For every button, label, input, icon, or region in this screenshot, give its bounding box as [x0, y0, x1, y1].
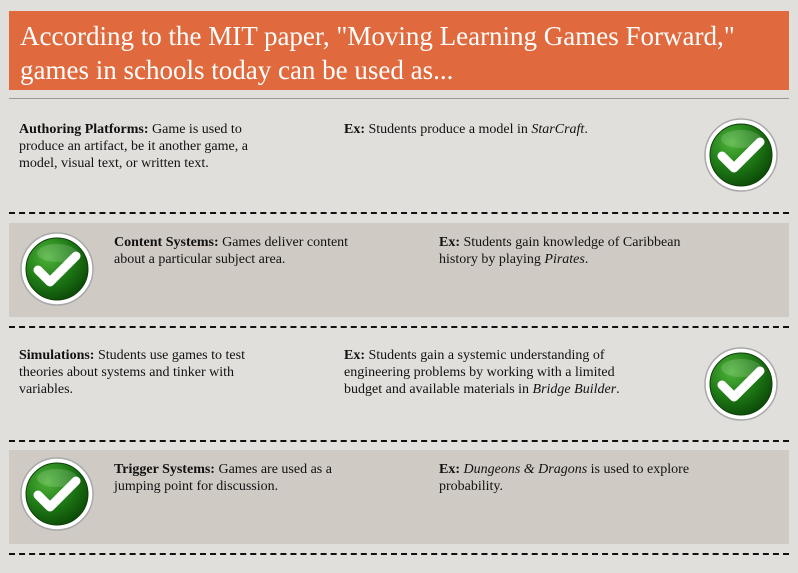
row-example: Ex: Students gain a systemic understandi… [344, 347, 624, 398]
row-text: Students use games to test theories abou… [19, 348, 245, 397]
checkmark-icon [19, 231, 95, 307]
example-label: Ex: [439, 462, 460, 477]
row-description: Trigger Systems: Games are used as a jum… [114, 461, 374, 495]
row-example: Ex: Students produce a model in StarCraf… [344, 121, 624, 138]
example-label: Ex: [439, 235, 460, 250]
dashed-divider [9, 326, 789, 328]
example-title: Pirates [544, 252, 585, 267]
header-divider [9, 98, 789, 99]
row-example: Ex: Students gain knowledge of Caribbean… [439, 234, 714, 268]
row-content-systems [9, 223, 789, 317]
row-term: Simulations: [19, 348, 95, 363]
example-end: . [584, 252, 589, 267]
example-label: Ex: [344, 122, 365, 137]
row-description: Content Systems: Games deliver content a… [114, 234, 374, 268]
row-text: Games are used as a jumping point for di… [114, 462, 332, 494]
row-term: Authoring Platforms: [19, 122, 149, 137]
row-trigger-systems [9, 450, 789, 544]
row-term: Content Systems: [114, 235, 219, 250]
checkmark-icon [703, 346, 779, 422]
example-end: . [616, 382, 620, 397]
example-text: Students gain knowledge of Caribbean his… [439, 235, 681, 267]
row-description: Simulations: Students use games to test … [19, 347, 277, 398]
example-label: Ex: [344, 348, 365, 363]
row-text: Game is used to produce an artifact, be … [19, 122, 248, 171]
dashed-divider [9, 553, 789, 555]
row-text: Games deliver content about a particular… [114, 235, 349, 267]
row-example: Ex: Dungeons & Dragons is used to explor… [439, 461, 729, 495]
title-line-2: games in schools today can be used as... [20, 55, 454, 85]
checkmark-icon [19, 456, 95, 532]
checkmark-icon [703, 117, 779, 193]
dashed-divider [9, 440, 789, 442]
example-title: Bridge Builder [532, 382, 617, 397]
example-title: Dungeons & Dragons [463, 462, 588, 477]
example-text: Students produce a model in [365, 122, 532, 137]
row-term: Trigger Systems: [114, 462, 215, 477]
dashed-divider [9, 212, 789, 214]
title-line-1: According to the MIT paper, "Moving Lear… [20, 21, 735, 51]
page-title: According to the MIT paper, "Moving Lear… [9, 11, 789, 90]
row-description: Authoring Platforms: Game is used to pro… [19, 121, 269, 172]
example-end: is used to explore probability. [439, 462, 690, 494]
example-end: . [584, 122, 588, 137]
example-title: StarCraft [531, 122, 585, 137]
example-text: Students gain a systemic understanding o… [344, 348, 615, 397]
